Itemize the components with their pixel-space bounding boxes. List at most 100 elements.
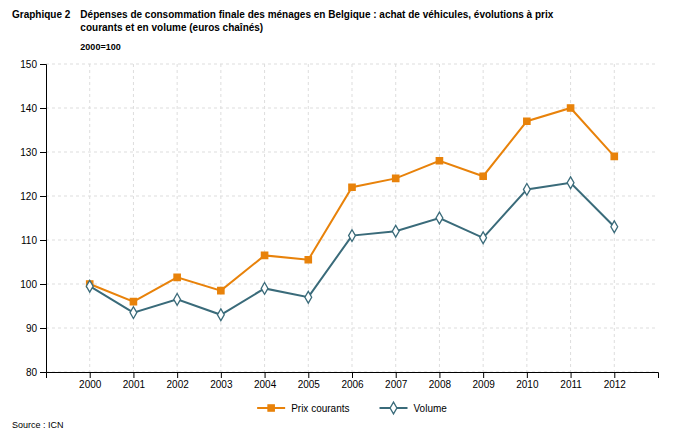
plot: 2000 2001 2002 2003 2004 2005 2006 2007 2008 2009…: [20, 59, 658, 390]
y-tick-label: 100: [20, 279, 37, 290]
y-tick-label: 120: [20, 191, 37, 202]
point: [174, 274, 180, 280]
y-tick-label: 130: [20, 147, 37, 158]
y-tick-label: 90: [26, 323, 38, 334]
y-tick-label: 110: [21, 235, 37, 246]
legend-item: Prix courants: [257, 403, 349, 414]
x-tick: 2012: [604, 372, 627, 390]
x-tick: 2001: [123, 372, 146, 390]
series-line: [90, 108, 615, 302]
x-tick-mark: [571, 372, 572, 378]
x-tick: 2005: [298, 372, 321, 390]
y-tick-label: 80: [26, 367, 38, 378]
x-tick-mark: [90, 372, 91, 378]
y-tick: 100: [20, 279, 46, 290]
x-tick-mark: [483, 372, 484, 378]
point: [217, 309, 224, 321]
x-tick-label: 2000: [79, 379, 102, 390]
x-tick-mark: [439, 372, 440, 378]
legend-symbol: [268, 405, 274, 411]
point: [567, 105, 573, 111]
grid-line-x: [395, 64, 396, 372]
y-tick: 130: [20, 147, 46, 158]
x-tick-label: 2010: [516, 379, 539, 390]
y-tick-mark: [40, 108, 46, 109]
subtitle: 2000=100: [80, 42, 120, 52]
x-tick: 2007: [385, 372, 408, 390]
grid-line-x: [483, 64, 484, 372]
y-tick-mark: [40, 152, 46, 153]
x-tick: 2008: [429, 372, 452, 390]
x-tick-label: 2007: [385, 379, 408, 390]
x-tick: 2009: [473, 372, 496, 390]
x-tick-mark: [396, 372, 397, 378]
x-tick: 2006: [341, 372, 364, 390]
legend-item: Volume: [380, 402, 448, 414]
point: [261, 283, 268, 295]
x-tick-label: 2008: [429, 379, 452, 390]
grid-line-x: [614, 64, 615, 372]
x-tick-label: 2006: [341, 379, 364, 390]
x-tick: 2004: [254, 372, 277, 390]
point: [524, 118, 530, 124]
y-tick: 90: [26, 323, 46, 334]
x-tick-label: 2001: [123, 379, 146, 390]
point: [261, 252, 267, 258]
y-tick-mark: [40, 196, 46, 197]
x-tick-label: 2005: [298, 379, 321, 390]
point: [567, 177, 574, 189]
grid-line-x: [308, 64, 309, 372]
grid-line-x: [177, 64, 178, 372]
point: [480, 173, 486, 179]
grid-line-x: [89, 64, 90, 372]
y-tick: 80: [26, 367, 46, 378]
y-tick-mark: [40, 284, 46, 285]
x-tick-mark: [308, 372, 309, 378]
grid-line-y: [46, 284, 658, 285]
x-tick: 2002: [167, 372, 190, 390]
point: [611, 153, 617, 159]
y-tick-mark: [40, 64, 46, 65]
point: [480, 232, 487, 244]
y-tick: 110: [21, 235, 46, 246]
x-tick-mark: [177, 372, 178, 378]
point: [86, 280, 93, 292]
point: [392, 225, 399, 237]
grid-line-x: [352, 64, 353, 372]
legend-label: Prix courants: [291, 403, 349, 414]
x-tick-mark: [265, 372, 266, 378]
x-tick: 2000: [79, 372, 102, 390]
x-tick-label: 2003: [210, 379, 233, 390]
x-tick-label: 2011: [560, 379, 582, 390]
point: [305, 291, 312, 303]
point: [174, 294, 181, 306]
legend: Prix courants Volume: [257, 402, 447, 414]
legend-symbol: [390, 402, 397, 414]
x-tick: 2010: [516, 372, 539, 390]
point: [436, 212, 443, 224]
y-tick-mark: [40, 372, 46, 373]
series-line: [90, 183, 615, 315]
point: [393, 175, 399, 181]
x-axis-line: [47, 373, 659, 379]
y-tick-mark: [40, 240, 46, 241]
y-tick: 140: [20, 103, 46, 114]
grid: [46, 64, 658, 372]
x-tick: 2011: [560, 372, 582, 390]
source: Source : ICN: [12, 420, 64, 430]
x-tick-mark: [527, 372, 528, 378]
x-tick-mark: [352, 372, 353, 378]
title: Dépenses de consommation finale des ména…: [80, 9, 553, 33]
y-tick-mark: [40, 328, 46, 329]
point: [130, 298, 136, 304]
x-axis: 2000 2001 2002 2003 2004 2005 2006 2007 2008 2009…: [47, 372, 659, 390]
x-tick: 2003: [210, 372, 233, 390]
grid-line-y: [46, 152, 658, 153]
y-tick-label: 140: [20, 103, 37, 114]
chart: Graphique 2Dépenses de consommation fina…: [0, 0, 680, 434]
x-tick-mark: [614, 372, 615, 378]
grid-line-x: [264, 64, 265, 372]
x-tick-label: 2009: [473, 379, 496, 390]
x-tick-label: 2012: [604, 379, 627, 390]
point: [130, 307, 137, 319]
